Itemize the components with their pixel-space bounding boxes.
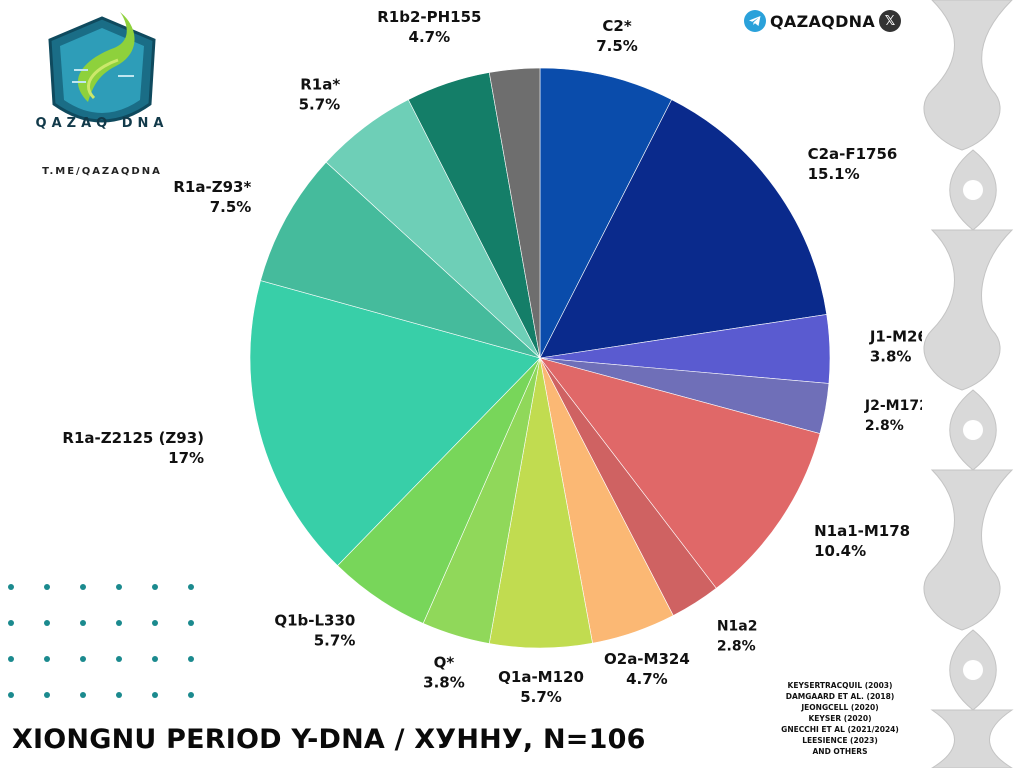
slice-label: J2-M172: [864, 398, 929, 414]
decorative-dot: [44, 692, 50, 698]
decorative-dot: [152, 584, 158, 590]
decorative-dot: [80, 692, 86, 698]
brand-header: QAZAQDNA 𝕏: [744, 7, 902, 35]
decorative-dot: [152, 620, 158, 626]
telegram-icon[interactable]: [744, 10, 766, 32]
source-item: KEYSER (2020): [808, 714, 872, 723]
decorative-dot: [80, 584, 86, 590]
source-item: KEYSERTRACQUIL (2003): [787, 681, 893, 690]
pie-slices: [249, 67, 831, 649]
pie-slice-other: [488, 67, 541, 359]
slice-value-label: 3.8%: [870, 348, 912, 366]
slice-label: Q*: [434, 654, 455, 672]
source-item: DAMGAARD ET AL. (2018): [785, 692, 895, 701]
slice-value-label: 2.8%: [717, 639, 756, 655]
decorative-dot: [80, 656, 86, 662]
decorative-dot: [80, 620, 86, 626]
decorative-dots: [8, 584, 198, 704]
decorative-dot: [44, 620, 50, 626]
decorative-dot: [116, 584, 122, 590]
decorative-dot: [8, 584, 14, 590]
slice-label: C2*: [602, 17, 631, 35]
slice-label: Q1b-L330: [274, 612, 355, 630]
slice-label: N1a1-M178: [814, 522, 910, 540]
qazaq-dna-logo: [48, 12, 156, 123]
slice-value-label: 7.5%: [596, 37, 638, 55]
decorative-dot: [116, 620, 122, 626]
slice-value-label: 5.7%: [520, 688, 562, 706]
slice-label: R1b2-PH155: [377, 8, 481, 26]
decorative-dot: [152, 692, 158, 698]
slice-label: C2a-F1756: [808, 145, 898, 163]
slice-value-label: 10.4%: [814, 542, 866, 560]
slice-label: R1a-Z2125 (Z93): [62, 429, 204, 447]
decorative-dot: [8, 656, 14, 662]
decorative-dot: [8, 620, 14, 626]
decorative-dot: [116, 656, 122, 662]
decorative-dot: [8, 692, 14, 698]
slice-label: Q1a-M120: [498, 668, 584, 686]
source-item: GNECCHI ET AL (2021/2024): [781, 725, 899, 734]
slice-label: N1a2: [717, 619, 758, 635]
logo-wordmark: QAZAQ DNA: [35, 116, 169, 131]
pie-slice-r1a-z2125-z93: [249, 280, 541, 567]
x-icon[interactable]: 𝕏: [879, 10, 902, 32]
pie-slice-c2a-f1756: [539, 99, 828, 359]
logo-url: T.ME/QAZAQDNA: [42, 166, 162, 177]
pie-labels: C2* 7.5% C2a-F1756 15.1% J1-M267 3.8% J2-M172 2…: [62, 8, 938, 706]
pie-slice-c2: [539, 67, 673, 359]
slice-value-label: 15.1%: [808, 165, 860, 183]
slice-value-label: 3.8%: [423, 674, 465, 692]
slice-value-label: 7.5%: [210, 198, 252, 216]
decorative-dot: [44, 656, 50, 662]
slice-value-label: 4.7%: [409, 28, 451, 46]
slice-label: O2a-M324: [604, 650, 690, 668]
slice-label: R1a-Z93*: [173, 178, 251, 196]
decorative-dot: [188, 620, 194, 626]
brand-handle: QAZAQDNA: [770, 11, 876, 31]
chart-title: XIONGNU PERIOD Y-DNA / ХУННУ, N=106: [12, 724, 646, 755]
slice-value-label: 5.7%: [314, 632, 356, 650]
decorative-dot: [188, 656, 194, 662]
decorative-dot: [188, 584, 194, 590]
pie-slice-r1a-z93: [260, 161, 541, 359]
source-item: JEONGCELL (2020): [801, 703, 879, 712]
decorative-dot: [44, 584, 50, 590]
decorative-dot: [116, 692, 122, 698]
slice-value-label: 5.7%: [299, 95, 341, 113]
ornament-border: [922, 0, 1024, 768]
source-item: AND OTHERS: [812, 747, 868, 756]
slice-label: R1a*: [300, 75, 340, 93]
decorative-dot: [152, 656, 158, 662]
slice-value-label: 2.8%: [865, 418, 904, 434]
sources-list: KEYSERTRACQUIL (2003) DAMGAARD ET AL. (2…: [760, 680, 920, 757]
decorative-dot: [188, 692, 194, 698]
slice-value-label: 4.7%: [626, 670, 668, 688]
slice-label: J1-M267: [869, 328, 938, 346]
source-item: LEESIENCE (2023): [802, 736, 878, 745]
slice-value-label: 17%: [168, 449, 204, 467]
pie-slice-n1a1-m178: [539, 357, 821, 589]
